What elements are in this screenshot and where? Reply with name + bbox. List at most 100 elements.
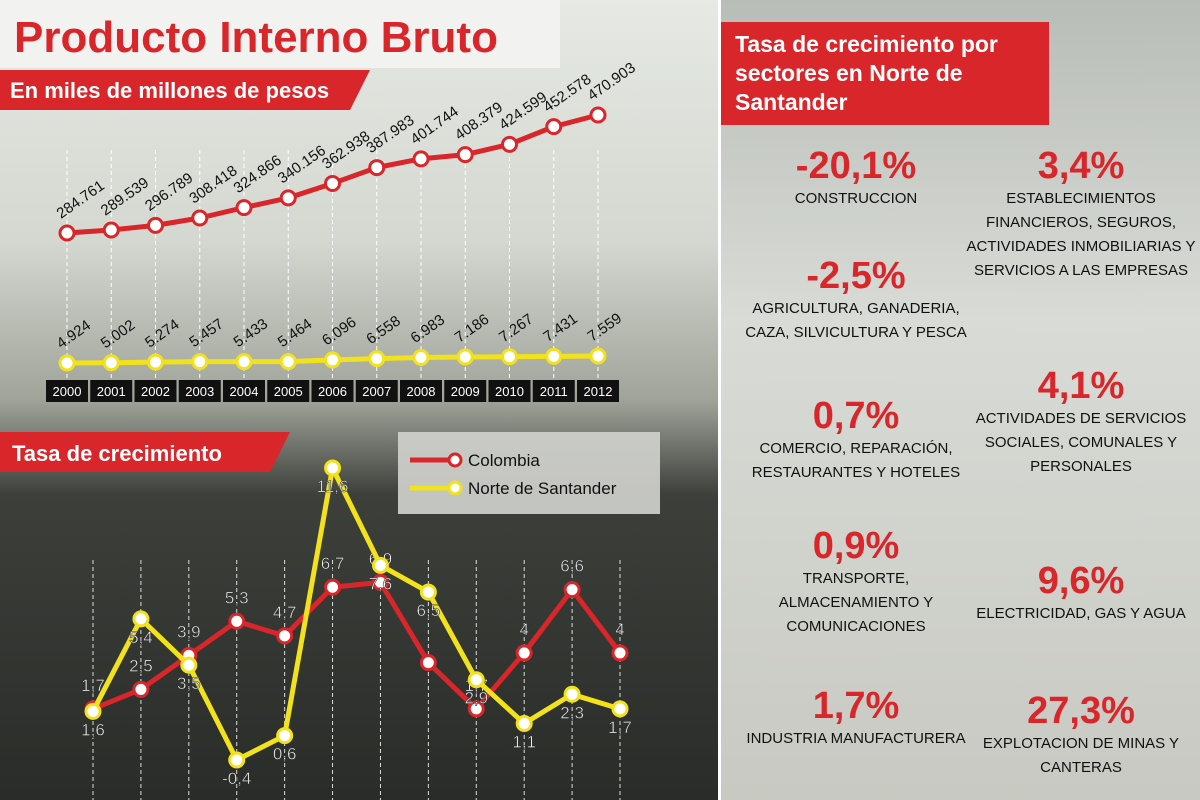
data-point: [228, 612, 246, 630]
legend-label: Norte de Santander: [468, 479, 617, 498]
sector-label: ACTIVIDADES DE SERVICIOS SOCIALES, COMUN…: [975, 410, 1187, 475]
sector-item: 9,6% ELECTRICIDAD, GAS Y AGUA: [966, 560, 1196, 626]
data-label: 5.002: [98, 317, 139, 352]
data-label: 1,6: [81, 720, 105, 739]
data-label: 5,3: [225, 588, 249, 607]
data-point: [132, 610, 150, 628]
data-point: [147, 353, 164, 371]
x-tick-label: 2010: [495, 384, 524, 399]
data-point: [58, 354, 76, 372]
data-label: 1,7: [81, 676, 105, 695]
sector-rate: -20,1%: [795, 145, 917, 187]
data-point: [419, 654, 437, 672]
data-label: 6,6: [560, 557, 584, 576]
data-point: [147, 216, 164, 234]
data-point: [132, 680, 150, 698]
x-tick-box: [46, 380, 88, 402]
data-point: [324, 351, 341, 369]
sector-label: INDUSTRIA MANUFACTURERA: [746, 730, 966, 747]
data-point: [545, 118, 563, 136]
sector-item: -2,5% AGRICULTURA, GANADERIA, CAZA, SILVI…: [741, 255, 971, 345]
data-point: [58, 224, 76, 242]
data-point: [611, 644, 629, 662]
chart-title: Tasa de crecimiento: [12, 441, 222, 466]
sector-label: ESTABLECIMIENTOS FINANCIEROS, SEGUROS, A…: [966, 190, 1196, 279]
x-tick-box: [90, 380, 133, 402]
data-label: -0,4: [222, 769, 251, 788]
sector-rate: -2,5%: [806, 255, 906, 297]
data-label: 1,7: [608, 718, 632, 737]
data-label: 11,6: [317, 477, 349, 496]
x-tick-box: [134, 380, 177, 402]
sector-rate: 3,4%: [1037, 145, 1125, 187]
x-tick-box: [223, 380, 265, 402]
data-point: [589, 106, 607, 124]
sector-label: COMERCIO, REPARACIÓN, RESTAURANTES Y HOT…: [751, 440, 961, 481]
x-tick-box: [577, 380, 619, 402]
data-label: 2,3: [560, 703, 584, 722]
data-point: [324, 459, 342, 477]
data-label: 3,5: [177, 674, 201, 693]
data-point: [191, 209, 209, 227]
x-tick-label: 2003: [185, 384, 214, 399]
data-label: 362.938: [319, 128, 373, 173]
data-label: 6,7: [321, 554, 345, 573]
legend-marker: [447, 480, 463, 496]
data-point: [515, 715, 533, 732]
data-label: 4.924: [54, 317, 95, 352]
title-backdrop: [0, 0, 560, 68]
data-point: [102, 221, 120, 239]
data-label: 4: [615, 620, 624, 639]
sector-item: 4,1% ACTIVIDADES DE SERVICIOS SOCIALES, C…: [966, 365, 1196, 479]
data-point: [467, 700, 485, 718]
data-point: [368, 350, 386, 368]
data-label: 7.186: [452, 311, 493, 346]
x-tick-box: [400, 380, 442, 402]
x-tick-label: 2008: [407, 384, 436, 399]
data-label: 470.903: [585, 59, 639, 104]
data-label: 7,6: [369, 574, 393, 593]
x-tick-label: 2002: [141, 384, 170, 399]
x-tick-label: 2006: [318, 384, 347, 399]
data-point: [279, 353, 297, 371]
data-label: 5.274: [142, 316, 183, 351]
sector-label: EXPLOTACION DE MINAS Y CANTERAS: [982, 735, 1180, 776]
data-point: [589, 347, 607, 365]
data-point: [456, 348, 474, 366]
sector-label: ELECTRICIDAD, GAS Y AGUA: [976, 605, 1186, 622]
data-point: [501, 348, 518, 366]
data-point: [180, 656, 198, 674]
data-point: [545, 347, 563, 365]
sector-rate: 4,1%: [1037, 365, 1125, 407]
x-tick-box: [532, 380, 575, 402]
x-tick-label: 2001: [97, 384, 126, 399]
data-label: 4,7: [273, 603, 297, 622]
chart-title: Producto Interno Bruto: [14, 13, 498, 62]
sector-item: -20,1% CONSTRUCCION: [741, 145, 971, 211]
data-label: 7.431: [540, 310, 581, 345]
data-label: 6.096: [319, 314, 360, 349]
x-tick-box: [311, 380, 354, 402]
data-point: [611, 700, 629, 718]
data-point: [371, 556, 389, 574]
x-tick-label: 2009: [451, 384, 480, 399]
sector-panel: Tasa de crecimiento por sectores en Nort…: [718, 0, 1200, 800]
data-point: [515, 644, 533, 662]
data-label: 7.267: [496, 311, 537, 346]
data-point: [412, 150, 430, 168]
x-tick-box: [488, 380, 531, 402]
chart-subtitle: En miles de millones de pesos: [10, 78, 329, 103]
data-point: [235, 353, 253, 371]
data-label: 5.457: [186, 315, 227, 350]
data-point: [563, 685, 581, 703]
x-tick-label: 2011: [540, 384, 568, 399]
sector-rate: 27,3%: [1027, 690, 1135, 732]
sector-label: TRANSPORTE, ALMACENAMIENTO Y COMUNICACIO…: [778, 570, 934, 635]
data-point: [324, 578, 342, 596]
x-tick-label: 2005: [274, 384, 303, 399]
data-point: [419, 583, 437, 601]
legend-label: Colombia: [468, 451, 540, 470]
data-point: [84, 702, 102, 720]
data-point: [191, 353, 209, 371]
